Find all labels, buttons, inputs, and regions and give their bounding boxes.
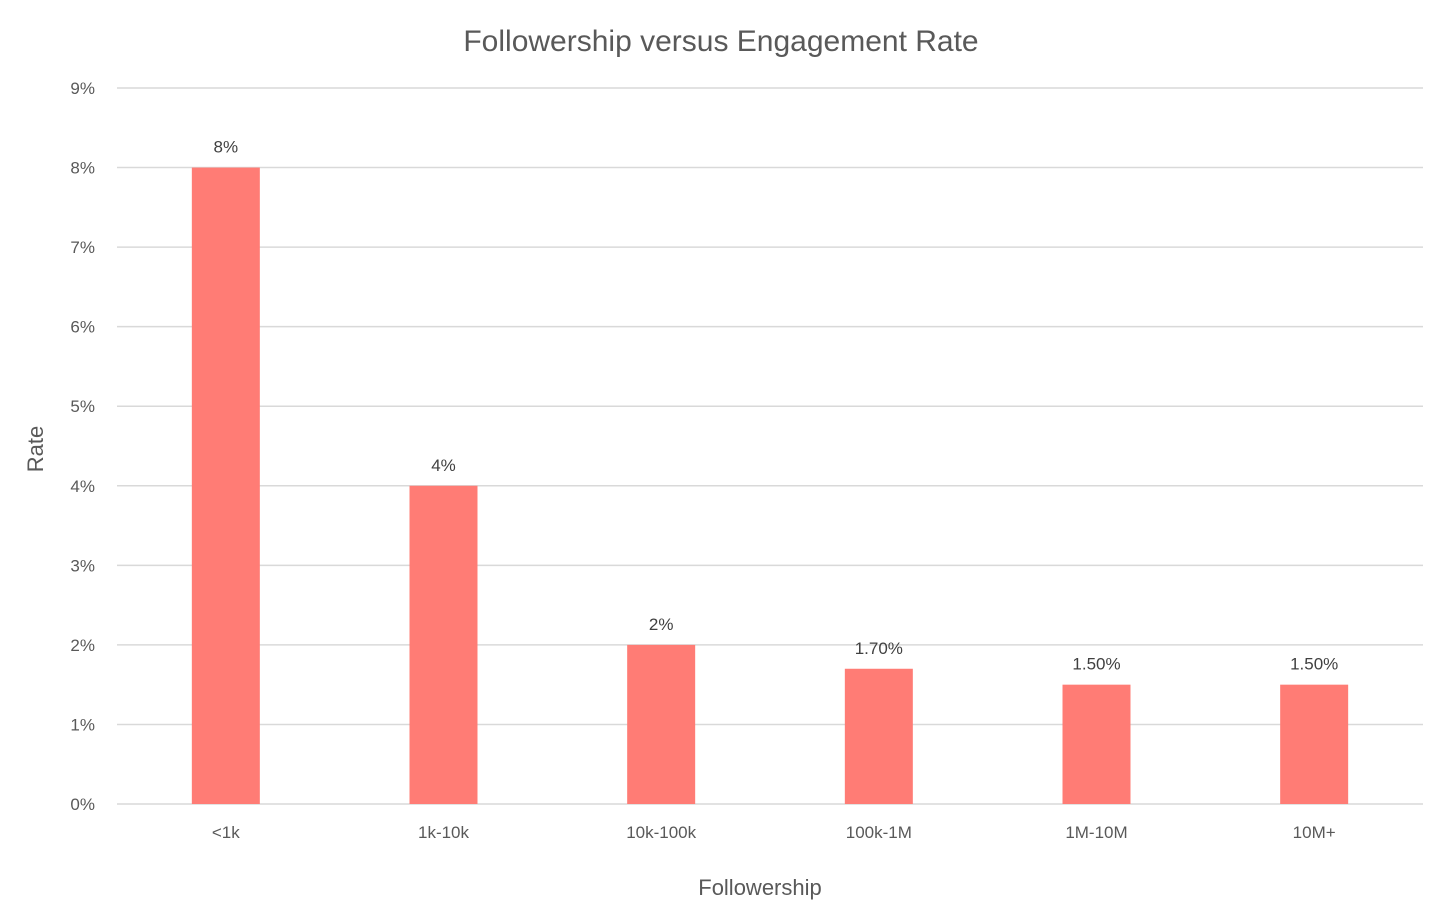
gridlines xyxy=(117,87,1423,805)
y-tick-label: 2% xyxy=(70,636,95,655)
bar xyxy=(1062,684,1131,804)
y-axis-ticks: 0% 1% 2% 3% 4% 5% 6% 7% 8% 9% xyxy=(70,79,95,814)
y-tick-label: 8% xyxy=(70,159,95,178)
data-label: 1.70% xyxy=(855,639,903,658)
data-label: 8% xyxy=(214,138,239,157)
chart-title: Followership versus Engagement Rate xyxy=(463,25,978,58)
data-label: 2% xyxy=(649,615,674,634)
y-tick-label: 7% xyxy=(70,238,95,257)
y-tick-label: 4% xyxy=(70,477,95,496)
bar xyxy=(1280,684,1349,804)
y-tick-label: 9% xyxy=(70,79,95,98)
bar xyxy=(627,644,696,804)
y-tick-label: 5% xyxy=(70,397,95,416)
x-tick-label: <1k xyxy=(212,823,240,842)
x-tick-label: 1k-10k xyxy=(418,823,470,842)
bar xyxy=(844,668,913,804)
data-label: 1.50% xyxy=(1290,655,1338,674)
y-axis-title: Rate xyxy=(23,426,48,472)
data-label: 4% xyxy=(431,456,456,475)
data-label: 1.50% xyxy=(1072,655,1120,674)
bar xyxy=(191,167,260,805)
y-tick-label: 1% xyxy=(70,715,95,734)
y-tick-label: 6% xyxy=(70,318,95,337)
x-tick-label: 10k-100k xyxy=(626,823,696,842)
x-tick-label: 10M+ xyxy=(1293,823,1336,842)
y-tick-label: 3% xyxy=(70,556,95,575)
bars xyxy=(191,167,1349,805)
x-axis-ticks: <1k 1k-10k 10k-100k 100k-1M 1M-10M 10M+ xyxy=(212,823,1336,842)
x-axis-title: Followership xyxy=(698,875,822,900)
data-labels: 8% 4% 2% 1.70% 1.50% 1.50% xyxy=(214,138,1339,674)
x-tick-label: 100k-1M xyxy=(846,823,912,842)
y-tick-label: 0% xyxy=(70,795,95,814)
x-tick-label: 1M-10M xyxy=(1065,823,1127,842)
bar xyxy=(409,485,478,804)
